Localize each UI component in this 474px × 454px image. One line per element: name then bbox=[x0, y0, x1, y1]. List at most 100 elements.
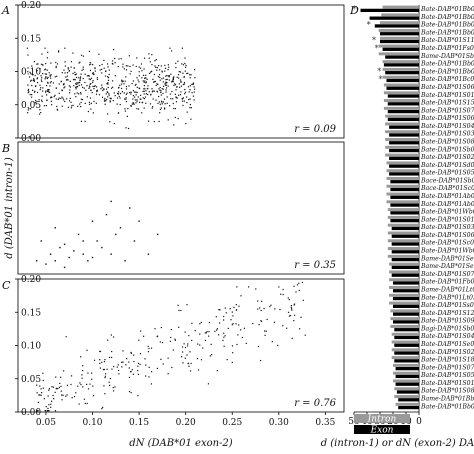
panel-a-point bbox=[49, 82, 51, 84]
panel-b-point bbox=[157, 233, 159, 236]
panel-a-point bbox=[28, 107, 30, 110]
panel-c-point bbox=[282, 293, 284, 296]
allele-label: Bate-DAB*01Bb02 bbox=[420, 29, 474, 36]
panel-a-point bbox=[130, 105, 132, 107]
panel-c-point bbox=[91, 372, 93, 374]
panel-a-point bbox=[88, 78, 90, 80]
panel-c-point bbox=[215, 316, 217, 318]
bar-intron bbox=[381, 13, 419, 17]
panel-a-point bbox=[132, 95, 135, 97]
panel-a-point bbox=[127, 65, 129, 67]
panel-c-point bbox=[177, 304, 179, 306]
panel-a-point bbox=[44, 73, 46, 75]
panel-a-point bbox=[52, 82, 54, 84]
panel-c-point bbox=[51, 400, 53, 402]
panel-a-point bbox=[127, 108, 129, 110]
panel-a-point bbox=[40, 79, 43, 81]
panel-c-point bbox=[259, 307, 261, 309]
panel-c-point bbox=[147, 345, 149, 347]
panel-a-point bbox=[34, 75, 36, 77]
panel-a-point bbox=[136, 91, 138, 94]
panel-a-r-label: r = 0.09 bbox=[294, 124, 336, 135]
panel-c-point bbox=[231, 311, 233, 313]
panel-b-point bbox=[110, 253, 112, 255]
panel-b-point bbox=[119, 227, 122, 229]
panel-c-point bbox=[171, 366, 173, 369]
panel-c-point bbox=[240, 329, 242, 331]
panel-c-point bbox=[148, 347, 150, 350]
panel-b-frame bbox=[17, 141, 345, 275]
panel-a-point bbox=[134, 99, 137, 101]
panel-c-point bbox=[71, 397, 73, 399]
panel-c-point bbox=[202, 347, 204, 349]
allele-label: Bate-DAB*01S04 bbox=[420, 333, 474, 340]
panel-a-point bbox=[179, 86, 181, 88]
panel-a-point bbox=[74, 93, 76, 95]
panel-a-point bbox=[60, 97, 62, 100]
panel-a-point bbox=[153, 120, 155, 123]
panel-a-point bbox=[36, 70, 38, 72]
panel-c-point bbox=[160, 326, 162, 329]
panel-a-point bbox=[55, 98, 57, 100]
panel-a-point bbox=[193, 99, 195, 101]
panel-c-point bbox=[231, 345, 234, 347]
panel-a-point bbox=[193, 86, 195, 88]
panel-a-point bbox=[72, 104, 74, 106]
panel-a-point bbox=[39, 87, 42, 89]
panel-c-point bbox=[223, 345, 225, 347]
panel-c-point bbox=[60, 376, 62, 378]
panel-a-point bbox=[95, 102, 97, 104]
bar-exon bbox=[391, 257, 419, 262]
panel-a-point bbox=[151, 91, 153, 93]
panel-a-point bbox=[183, 100, 185, 102]
panel-c-point bbox=[191, 339, 193, 342]
panel-a-point bbox=[108, 93, 110, 95]
panel-c-point bbox=[259, 359, 262, 362]
panel-a-point bbox=[40, 111, 42, 114]
panel-c-point bbox=[92, 395, 95, 397]
panel-c-point bbox=[170, 336, 172, 339]
panel-a-point bbox=[80, 105, 82, 108]
bar-intron bbox=[386, 161, 419, 165]
panel-a-point bbox=[164, 70, 166, 72]
panel-a-point bbox=[120, 58, 122, 60]
panel-c-point bbox=[216, 328, 218, 330]
panel-c-point bbox=[300, 316, 302, 318]
bar-exon bbox=[390, 203, 419, 207]
bar-intron bbox=[391, 356, 419, 360]
panel-a-point bbox=[125, 88, 128, 90]
panel-c-point bbox=[287, 311, 290, 313]
panel-a-point bbox=[153, 80, 155, 83]
panel-a-point bbox=[49, 75, 51, 77]
panel-a-point bbox=[68, 100, 71, 102]
panel-c-point bbox=[137, 362, 140, 364]
panel-a-point bbox=[40, 99, 43, 101]
panel-a-point bbox=[75, 86, 77, 88]
panel-a-point bbox=[155, 84, 157, 87]
panel-a-point bbox=[45, 68, 47, 70]
panel-a-point bbox=[93, 85, 95, 88]
allele-label: Bate-DAB*01Bb02 bbox=[420, 403, 474, 410]
panel-a-point bbox=[149, 103, 152, 105]
panel-c-point bbox=[293, 319, 295, 322]
panel-c-point bbox=[194, 330, 196, 332]
panel-c-point bbox=[107, 339, 109, 341]
panel-c-point bbox=[128, 390, 131, 393]
panel-a-point bbox=[47, 76, 49, 78]
panel-a-point bbox=[27, 71, 29, 73]
panel-a-point bbox=[86, 75, 88, 77]
panel-a-point bbox=[40, 63, 43, 65]
panel-c-point bbox=[54, 391, 56, 393]
panel-a-point bbox=[164, 103, 166, 105]
bar-intron bbox=[386, 192, 419, 196]
panel-a-point bbox=[190, 74, 192, 76]
panel-a-point bbox=[71, 105, 73, 107]
panel-a-point bbox=[64, 47, 66, 49]
panel-a-point bbox=[82, 66, 84, 68]
panel-a-point bbox=[120, 87, 123, 90]
panel-c-point bbox=[118, 373, 120, 375]
panel-a-point bbox=[173, 76, 175, 78]
panel-a-point bbox=[104, 103, 106, 105]
panel-a-point bbox=[163, 98, 166, 100]
panel-a-point bbox=[36, 63, 38, 65]
